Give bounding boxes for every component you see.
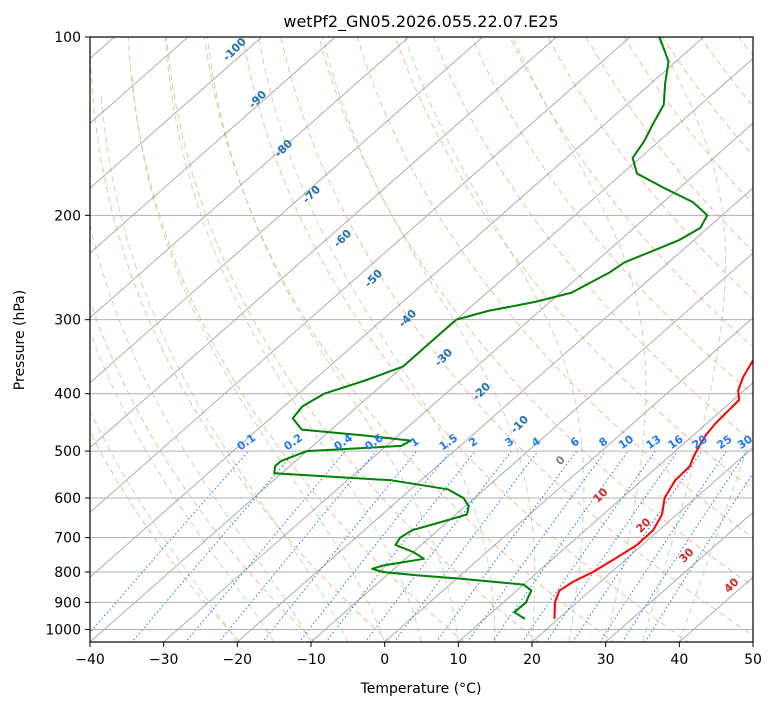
chart-title: wetPf2_GN05.2026.055.22.07.E25 — [283, 12, 558, 32]
plot-frame — [89, 36, 754, 643]
x-tick-label: −10 — [296, 652, 326, 668]
mixing-ratio-line — [572, 450, 703, 642]
x-tick-label: −40 — [75, 652, 105, 668]
mixing-ratio-line — [325, 450, 476, 642]
dry-adiabat-line — [242, 37, 690, 642]
isotherm-line — [90, 37, 263, 189]
moist-adiabat-line — [322, 37, 536, 642]
x-tick-label: 40 — [670, 652, 688, 668]
isotherm-line — [457, 382, 753, 642]
y-tick-label: 400 — [54, 387, 81, 403]
y-axis-ticks: 100 200 300 400 500 600 700 800 900 1000 — [45, 30, 90, 638]
y-tick-label: 500 — [54, 444, 81, 460]
mixing-ratio-line — [393, 450, 539, 642]
moist-adiabat-line — [512, 37, 647, 642]
dry-adiabat-line — [547, 37, 753, 300]
y-tick-label: 700 — [54, 531, 81, 547]
isotherm-line — [90, 37, 337, 254]
y-tick-label: 300 — [54, 313, 81, 329]
x-axis-ticks: −40 −30 −20 −10 0 10 20 30 40 50 — [75, 642, 762, 668]
y-tick-label: 1000 — [45, 622, 81, 638]
mixing-ratio-line — [644, 472, 753, 642]
x-axis-title: Temperature (°C) — [360, 681, 482, 697]
isotherm-line — [90, 37, 558, 449]
isotherm-line — [236, 187, 753, 642]
dry-adiabat-line — [318, 37, 753, 587]
y-tick-label: 800 — [54, 565, 81, 581]
x-tick-label: −30 — [149, 652, 179, 668]
y-axis-title: Pressure (hPa) — [12, 290, 28, 390]
y-tick-label: 100 — [54, 30, 81, 46]
isotherm-line — [383, 317, 753, 642]
dry-adiabat-line — [356, 37, 753, 539]
dry-adiabat-line — [509, 37, 753, 348]
dry-adiabat-line — [394, 37, 753, 491]
mixing-ratio-line — [621, 450, 748, 642]
moist-adiabat-line — [100, 94, 349, 642]
mixing-ratio-line — [521, 450, 656, 642]
mixing-ratio-line — [131, 450, 296, 642]
moist-adiabat-line — [678, 430, 753, 642]
x-tick-label: 50 — [744, 652, 762, 668]
x-tick-label: 10 — [449, 652, 467, 668]
x-tick-label: 20 — [523, 652, 541, 668]
x-tick-label: 30 — [597, 652, 615, 668]
mixing-ratio-line — [491, 450, 629, 642]
temperature-profile-line — [553, 358, 753, 619]
dewpoint-profile-line — [273, 37, 709, 620]
mixing-ratio-line — [364, 450, 512, 642]
mixing-ratio-line — [218, 450, 377, 642]
x-tick-label: 0 — [380, 652, 389, 668]
moist-adiabat-line — [642, 37, 726, 642]
x-tick-label: −20 — [223, 652, 253, 668]
background-lines — [90, 37, 753, 642]
y-tick-label: 900 — [54, 595, 81, 611]
mixing-ratio-line — [599, 450, 727, 642]
isotherm-line — [90, 37, 410, 319]
isotherm-line — [162, 122, 753, 642]
moist-adiabat-line — [90, 222, 312, 642]
isotherm-line — [90, 37, 484, 384]
moist-adiabat-line — [404, 37, 585, 642]
mixing-ratio-line — [435, 450, 578, 642]
isotherm-line — [604, 511, 753, 642]
mixing-ratio-line — [545, 450, 679, 642]
dry-adiabat-line — [433, 37, 753, 443]
isotherm-line — [531, 446, 753, 642]
moist-adiabat-line — [131, 72, 386, 642]
dry-adiabat-line — [280, 37, 753, 637]
moist-adiabat-line — [258, 37, 496, 642]
dry-adiabat-line — [471, 37, 753, 395]
moist-adiabat-line — [206, 37, 459, 642]
moist-adiabat-line — [164, 37, 422, 642]
isotherm-line — [90, 37, 705, 578]
dry-adiabat-line — [165, 37, 540, 642]
isotherm-line — [310, 252, 753, 642]
sounding-series — [273, 37, 753, 620]
mixing-ratio-line — [185, 450, 346, 642]
y-tick-label: 200 — [54, 208, 81, 224]
isotherm-line — [90, 37, 631, 513]
dry-adiabat-line — [90, 299, 316, 642]
moist-adiabat-line — [90, 409, 238, 642]
y-tick-label: 600 — [54, 491, 81, 507]
mixing-ratio-line — [466, 450, 606, 642]
